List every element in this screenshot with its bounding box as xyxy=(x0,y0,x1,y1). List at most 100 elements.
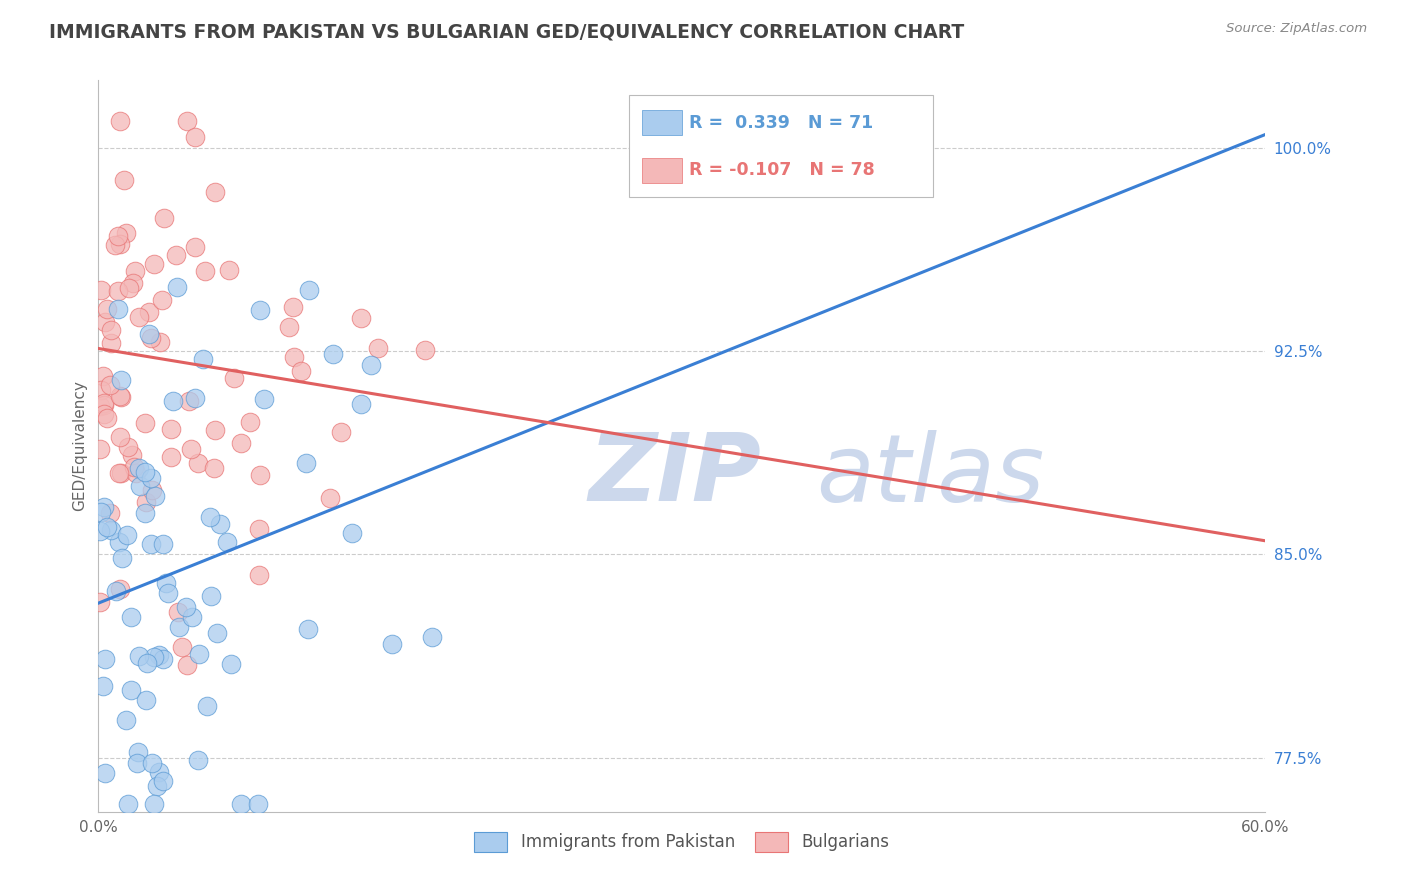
Point xyxy=(93,407,115,421)
Point xyxy=(222,371,245,385)
Point xyxy=(167,620,190,634)
Point xyxy=(89,595,111,609)
Point xyxy=(141,471,163,485)
Point xyxy=(204,185,226,199)
Text: R =  0.339   N = 71: R = 0.339 N = 71 xyxy=(689,113,873,132)
Point xyxy=(104,238,127,252)
Point xyxy=(120,610,142,624)
Point xyxy=(153,211,176,225)
Point xyxy=(329,425,352,440)
Point xyxy=(156,585,179,599)
Point xyxy=(176,114,198,128)
Point xyxy=(229,436,252,450)
Point xyxy=(141,483,163,497)
Point xyxy=(319,491,342,505)
Point xyxy=(142,257,165,271)
Point xyxy=(219,657,242,671)
Point xyxy=(124,466,146,480)
Point xyxy=(350,397,373,411)
Point xyxy=(367,341,389,355)
Point xyxy=(229,797,252,811)
Point xyxy=(143,797,166,811)
Point xyxy=(360,358,382,372)
Point xyxy=(139,537,162,551)
Text: ZIP: ZIP xyxy=(589,429,762,521)
Point xyxy=(166,280,188,294)
Point xyxy=(141,756,163,770)
Text: Source: ZipAtlas.com: Source: ZipAtlas.com xyxy=(1226,22,1367,36)
Point xyxy=(143,489,166,503)
Point xyxy=(122,460,145,475)
Point xyxy=(202,460,225,475)
Point xyxy=(208,517,231,532)
Point xyxy=(128,310,150,325)
Point xyxy=(91,369,114,384)
Point xyxy=(94,765,117,780)
Point xyxy=(110,390,132,404)
Point xyxy=(134,416,156,430)
Point xyxy=(91,679,114,693)
Point xyxy=(107,302,129,317)
Point xyxy=(93,500,115,515)
Point xyxy=(110,237,132,252)
Point xyxy=(155,575,177,590)
Point xyxy=(195,698,218,713)
Point xyxy=(162,394,184,409)
Point xyxy=(110,430,132,444)
Point xyxy=(100,336,122,351)
Point xyxy=(139,331,162,345)
Point xyxy=(294,456,316,470)
Point xyxy=(152,773,174,788)
Point xyxy=(121,448,143,462)
Point xyxy=(142,649,165,664)
Point xyxy=(90,505,112,519)
Point xyxy=(125,756,148,771)
Point xyxy=(110,373,132,387)
Point xyxy=(117,797,139,811)
Point xyxy=(290,364,312,378)
Point xyxy=(108,535,131,549)
Point xyxy=(107,228,129,243)
Point xyxy=(107,284,129,298)
Point xyxy=(111,551,134,566)
Point xyxy=(94,652,117,666)
Text: R = -0.107   N = 78: R = -0.107 N = 78 xyxy=(689,161,875,179)
Point xyxy=(322,347,344,361)
Point xyxy=(136,656,159,670)
Point xyxy=(160,421,183,435)
Point xyxy=(117,440,139,454)
Point xyxy=(184,130,207,145)
Point xyxy=(129,478,152,492)
Point xyxy=(252,392,274,406)
Point xyxy=(298,284,321,298)
Point xyxy=(159,450,181,465)
Legend: Immigrants from Pakistan, Bulgarians: Immigrants from Pakistan, Bulgarians xyxy=(467,826,897,858)
Point xyxy=(205,625,228,640)
Point xyxy=(148,764,170,779)
Point xyxy=(249,522,271,536)
Point xyxy=(96,520,118,534)
Point xyxy=(134,465,156,479)
Point xyxy=(138,326,160,341)
Point xyxy=(187,456,209,470)
Point xyxy=(120,682,142,697)
Point xyxy=(165,248,187,262)
Point xyxy=(90,283,112,297)
Point xyxy=(198,510,221,524)
Point xyxy=(124,264,146,278)
Point xyxy=(98,506,121,520)
Point xyxy=(110,582,132,596)
Point xyxy=(115,528,138,542)
Point xyxy=(100,323,122,337)
Point xyxy=(135,495,157,509)
Point xyxy=(187,753,209,767)
Point xyxy=(112,172,135,186)
Point xyxy=(422,630,444,644)
Point xyxy=(118,281,141,295)
Y-axis label: GED/Equivalency: GED/Equivalency xyxy=(72,381,87,511)
Point xyxy=(277,319,299,334)
Point xyxy=(176,600,198,615)
Point xyxy=(342,525,364,540)
Point xyxy=(100,524,122,538)
Point xyxy=(89,524,111,538)
